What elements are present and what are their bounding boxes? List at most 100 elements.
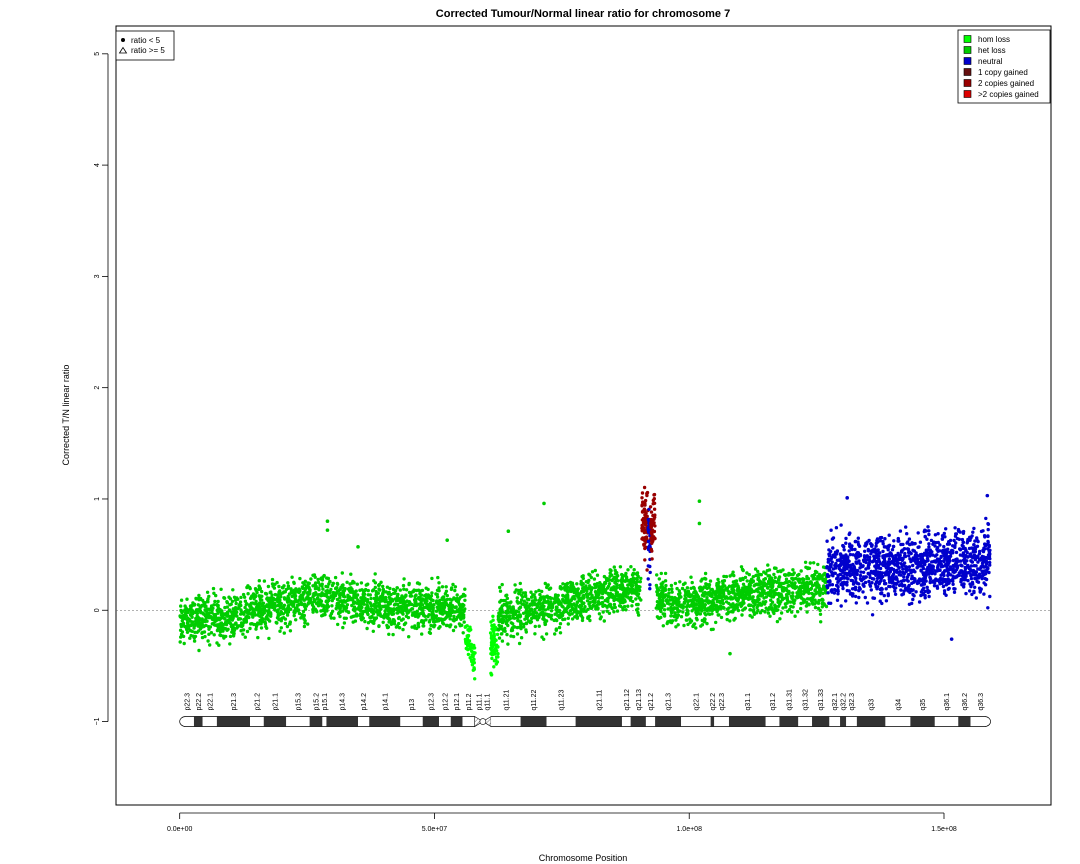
data-point bbox=[393, 589, 398, 593]
data-point bbox=[825, 573, 830, 577]
data-point bbox=[388, 602, 392, 606]
data-point bbox=[228, 642, 232, 646]
data-point bbox=[258, 597, 263, 602]
data-point bbox=[724, 574, 729, 579]
data-point bbox=[541, 607, 545, 611]
data-point bbox=[537, 624, 541, 628]
data-point bbox=[809, 596, 813, 601]
data-point bbox=[368, 593, 372, 597]
data-point bbox=[691, 624, 695, 629]
data-point bbox=[981, 571, 985, 576]
data-point bbox=[398, 588, 402, 592]
data-point bbox=[882, 593, 886, 598]
data-point bbox=[402, 587, 406, 591]
data-point bbox=[365, 603, 369, 607]
data-point bbox=[602, 574, 607, 579]
data-point bbox=[863, 549, 867, 553]
data-point bbox=[813, 605, 818, 610]
data-point bbox=[530, 616, 534, 621]
data-point bbox=[723, 596, 727, 600]
data-point bbox=[553, 612, 557, 616]
data-point bbox=[756, 608, 760, 613]
data-point bbox=[631, 587, 635, 591]
data-point bbox=[650, 534, 654, 539]
data-point bbox=[829, 557, 833, 561]
data-point bbox=[751, 580, 755, 584]
data-point bbox=[732, 608, 736, 612]
data-point bbox=[182, 641, 186, 646]
data-point bbox=[403, 621, 408, 625]
data-point bbox=[375, 604, 379, 608]
data-point bbox=[702, 594, 706, 598]
data-point bbox=[337, 603, 342, 607]
data-point bbox=[513, 583, 517, 587]
data-point bbox=[620, 572, 624, 577]
data-point bbox=[916, 545, 920, 549]
data-point bbox=[453, 610, 457, 614]
data-point bbox=[817, 598, 821, 603]
data-point bbox=[736, 587, 741, 592]
data-point bbox=[321, 587, 325, 591]
data-point bbox=[715, 609, 719, 614]
data-point bbox=[258, 594, 263, 598]
data-point bbox=[851, 592, 855, 596]
data-point bbox=[505, 596, 510, 601]
data-point bbox=[951, 558, 956, 563]
data-point bbox=[618, 583, 622, 588]
data-point bbox=[229, 602, 233, 606]
data-point bbox=[774, 587, 779, 592]
data-point bbox=[213, 623, 218, 627]
data-point bbox=[964, 549, 968, 553]
data-point bbox=[952, 590, 957, 594]
data-point bbox=[682, 600, 686, 605]
data-point bbox=[549, 617, 554, 621]
data-point bbox=[604, 590, 608, 595]
data-point bbox=[709, 588, 713, 592]
data-point bbox=[585, 599, 590, 603]
data-point bbox=[558, 631, 563, 635]
data-point bbox=[306, 622, 310, 626]
data-point bbox=[330, 604, 334, 608]
data-point bbox=[782, 573, 787, 577]
data-point bbox=[700, 618, 704, 623]
data-point bbox=[658, 608, 663, 613]
data-point bbox=[294, 598, 298, 602]
data-point bbox=[791, 577, 796, 581]
data-point bbox=[283, 597, 287, 601]
data-point bbox=[331, 581, 336, 586]
data-point bbox=[946, 587, 950, 591]
data-point bbox=[254, 606, 259, 611]
data-point bbox=[732, 583, 737, 587]
data-point bbox=[906, 547, 910, 551]
data-point bbox=[652, 507, 657, 511]
data-point bbox=[254, 588, 258, 592]
data-point bbox=[676, 597, 680, 601]
data-point bbox=[391, 609, 395, 613]
data-point bbox=[254, 624, 259, 629]
data-point bbox=[715, 582, 720, 587]
data-point bbox=[732, 604, 736, 609]
data-point bbox=[709, 627, 714, 632]
data-point bbox=[438, 625, 442, 629]
data-point bbox=[370, 589, 375, 593]
data-point bbox=[636, 574, 640, 579]
data-point bbox=[907, 554, 911, 558]
data-point bbox=[973, 573, 978, 577]
data-point bbox=[300, 602, 304, 607]
data-point bbox=[662, 614, 667, 618]
data-point bbox=[760, 608, 764, 613]
data-point bbox=[872, 559, 877, 563]
data-point bbox=[821, 586, 825, 590]
data-point bbox=[462, 620, 466, 624]
data-point bbox=[192, 602, 197, 606]
data-point bbox=[349, 590, 353, 594]
data-point bbox=[200, 625, 204, 629]
data-point bbox=[407, 581, 411, 586]
data-point bbox=[497, 636, 502, 640]
data-point bbox=[735, 606, 739, 610]
data-point bbox=[838, 572, 842, 577]
data-point bbox=[791, 591, 795, 595]
data-point bbox=[785, 601, 789, 605]
data-point bbox=[389, 592, 393, 597]
data-point bbox=[821, 598, 825, 602]
